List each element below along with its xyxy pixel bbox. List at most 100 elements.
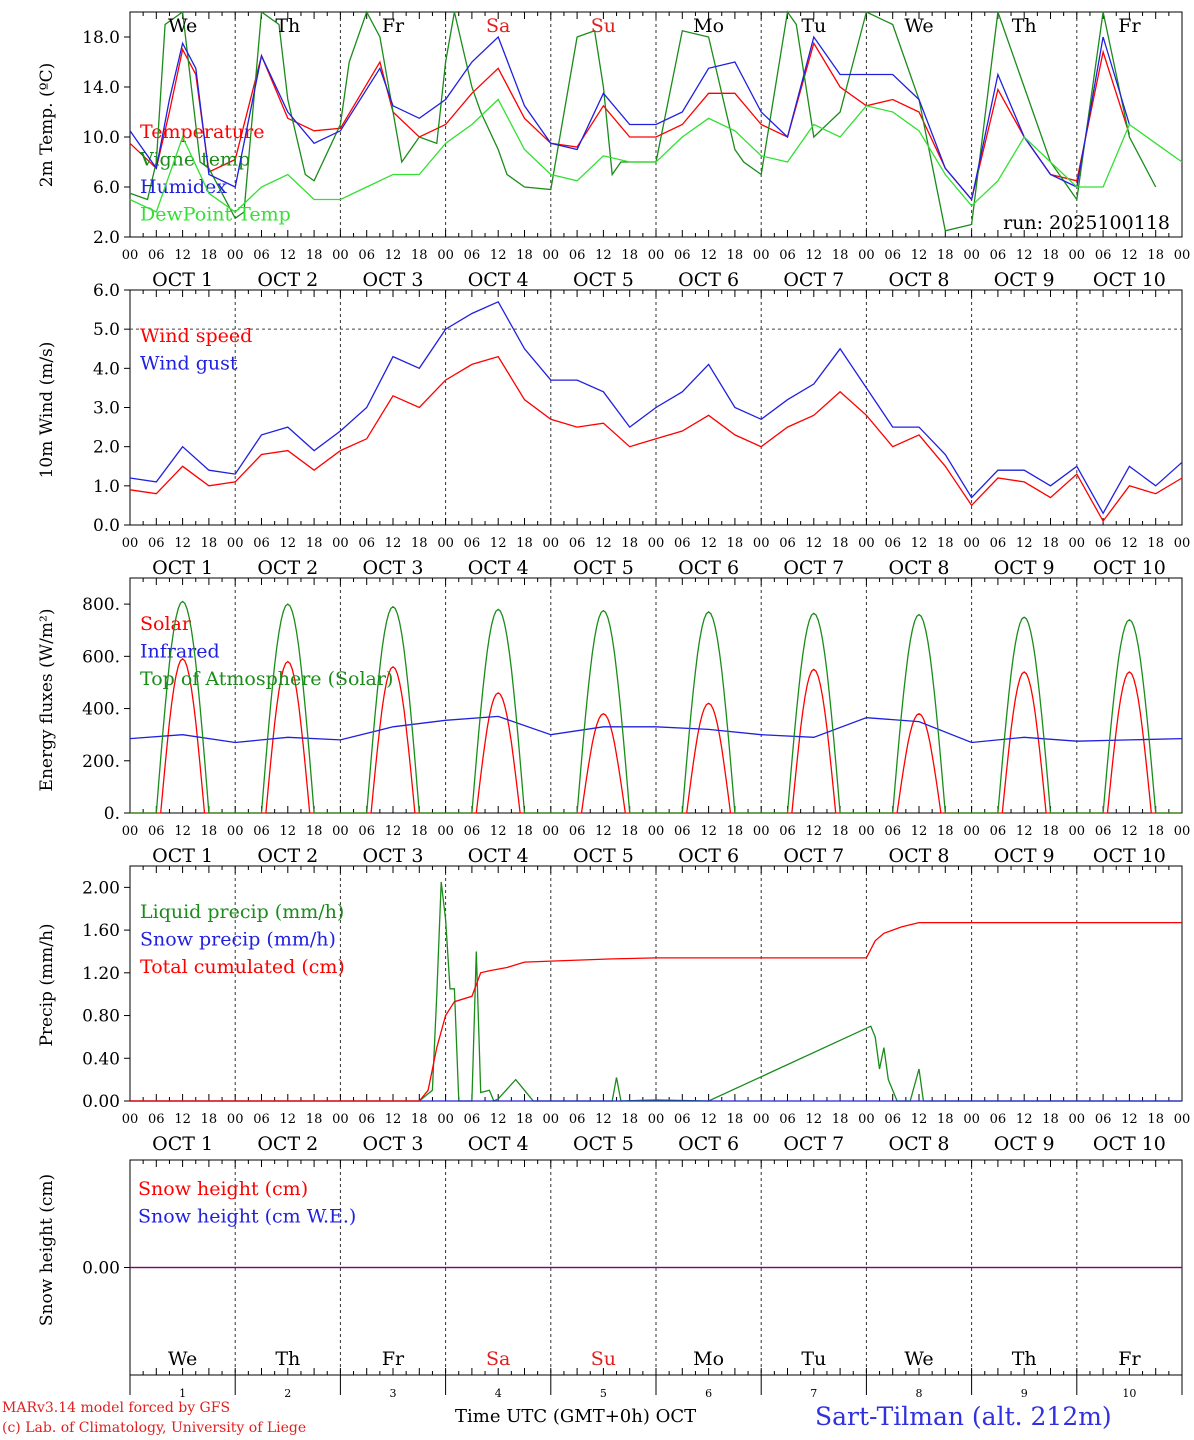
weekday-label: Sa — [486, 15, 510, 37]
y-tick-label: 0.0 — [93, 516, 120, 536]
hour-tick-label: 06 — [253, 824, 270, 839]
hour-tick-label: 18 — [621, 248, 638, 263]
hour-tick-label: 18 — [832, 824, 849, 839]
station-name: Sart-Tilman (alt. 212m) — [815, 1402, 1112, 1431]
hour-tick-label: 12 — [490, 248, 507, 263]
hour-tick-label: 00 — [1174, 536, 1191, 551]
date-label: OCT 3 — [363, 269, 424, 291]
hour-tick-label: 12 — [1121, 248, 1138, 263]
date-label: OCT 6 — [678, 845, 739, 867]
hour-tick-label: 06 — [674, 248, 691, 263]
hour-tick-label: 00 — [1174, 1112, 1191, 1127]
weekday-label: We — [168, 15, 197, 37]
hour-tick-label: 12 — [911, 1112, 928, 1127]
hour-tick-label: 06 — [779, 824, 796, 839]
date-label: OCT 5 — [573, 845, 634, 867]
date-label: OCT 1 — [152, 1133, 213, 1155]
hour-tick-label: 12 — [280, 824, 297, 839]
hour-tick-label: 06 — [148, 248, 165, 263]
legend-entry: Snow height (cm W.E.) — [138, 1206, 356, 1228]
hour-tick-label: 12 — [1016, 536, 1033, 551]
hour-tick-label: 06 — [569, 824, 586, 839]
weekday-label: Mo — [693, 15, 724, 37]
date-label: OCT 5 — [573, 557, 634, 579]
hour-tick-label: 00 — [1069, 1112, 1086, 1127]
hour-tick-label: 00 — [753, 824, 770, 839]
legend-entry: Temperature — [140, 121, 264, 143]
hour-tick-label: 00 — [332, 824, 349, 839]
hour-tick-label: 18 — [1147, 248, 1164, 263]
date-label: OCT 4 — [468, 269, 529, 291]
hour-tick-label: 18 — [1147, 824, 1164, 839]
date-label: OCT 6 — [678, 1133, 739, 1155]
y-tick-label: 800. — [82, 595, 120, 615]
hour-tick-label: 00 — [332, 248, 349, 263]
hour-tick-label: 18 — [306, 824, 323, 839]
hour-tick-label: 12 — [490, 536, 507, 551]
date-label: OCT 5 — [573, 1133, 634, 1155]
weekday-label: Tu — [801, 1348, 826, 1370]
weekday-label: We — [904, 1348, 933, 1370]
date-label: OCT 2 — [257, 1133, 318, 1155]
hour-tick-label: 00 — [122, 824, 139, 839]
hour-tick-label: 18 — [727, 248, 744, 263]
date-label: OCT 8 — [889, 845, 950, 867]
hour-tick-label: 00 — [1069, 248, 1086, 263]
hour-tick-label: 18 — [621, 536, 638, 551]
series-line-3-2 — [130, 921, 1182, 1102]
date-label: OCT 7 — [783, 845, 844, 867]
y-tick-label: 0.80 — [82, 1007, 120, 1027]
hour-tick-label: 18 — [832, 1112, 849, 1127]
hour-tick-label: 00 — [227, 248, 244, 263]
day-number: 1 — [179, 1387, 186, 1400]
y-tick-label: 5.0 — [93, 320, 120, 340]
hour-tick-label: 12 — [595, 824, 612, 839]
hour-tick-label: 00 — [227, 1112, 244, 1127]
weekday-label: Th — [275, 1348, 300, 1370]
legend-entry: Total cumulated (cm) — [140, 956, 345, 978]
weekday-label: Fr — [382, 1348, 405, 1370]
series-line-0-3 — [129, 98, 1183, 213]
hour-tick-label: 18 — [1147, 536, 1164, 551]
date-label: OCT 7 — [783, 1133, 844, 1155]
hour-tick-label: 06 — [253, 248, 270, 263]
date-label: OCT 4 — [468, 1133, 529, 1155]
hour-tick-label: 00 — [963, 824, 980, 839]
hour-tick-label: 00 — [858, 1112, 875, 1127]
y-tick-label: 200. — [82, 752, 120, 772]
hour-tick-label: 06 — [884, 824, 901, 839]
hour-tick-label: 00 — [963, 1112, 980, 1127]
date-label: OCT 7 — [783, 557, 844, 579]
hour-tick-label: 12 — [700, 248, 717, 263]
day-number: 7 — [810, 1387, 817, 1400]
hour-tick-label: 06 — [358, 1112, 375, 1127]
day-number: 10 — [1122, 1387, 1136, 1400]
day-number: 3 — [390, 1387, 397, 1400]
legend-entry: DewPoint Temp — [140, 204, 291, 226]
y-tick-label: 10.0 — [82, 128, 120, 148]
date-label: OCT 2 — [257, 557, 318, 579]
series-line-0-2 — [129, 35, 1131, 201]
hour-tick-label: 06 — [884, 536, 901, 551]
hour-tick-label: 00 — [858, 824, 875, 839]
run-label: run: 2025100118 — [1003, 212, 1170, 234]
weekday-label: Sa — [486, 1348, 510, 1370]
date-label: OCT 1 — [152, 845, 213, 867]
hour-tick-label: 06 — [464, 824, 481, 839]
hour-tick-label: 18 — [516, 824, 533, 839]
hour-tick-label: 00 — [227, 536, 244, 551]
hour-tick-label: 06 — [569, 536, 586, 551]
hour-tick-label: 00 — [543, 248, 560, 263]
hour-tick-label: 00 — [648, 536, 665, 551]
day-number: 9 — [1021, 1387, 1028, 1400]
y-tick-label: 0. — [104, 804, 120, 824]
hour-tick-label: 06 — [990, 1112, 1007, 1127]
hour-tick-label: 00 — [543, 1112, 560, 1127]
hour-tick-label: 00 — [753, 248, 770, 263]
hour-tick-label: 00 — [332, 1112, 349, 1127]
weekday-label: We — [904, 15, 933, 37]
y-tick-label: 0.00 — [82, 1092, 120, 1112]
hour-tick-label: 06 — [884, 248, 901, 263]
hour-tick-label: 18 — [621, 1112, 638, 1127]
hour-tick-label: 06 — [464, 248, 481, 263]
